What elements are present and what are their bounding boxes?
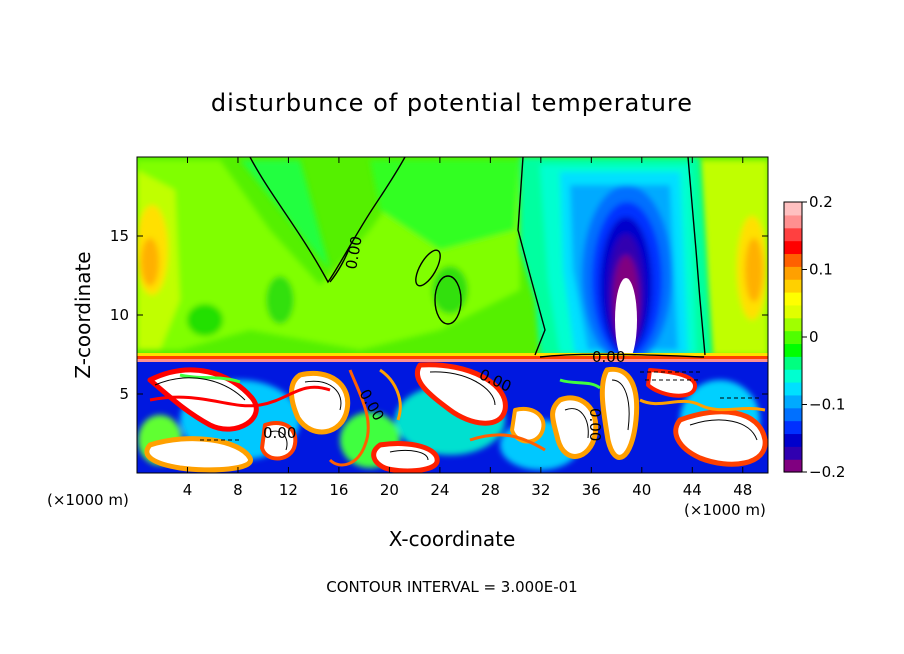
chart-title: disturbunce of potential temperature [211, 89, 693, 117]
contour-label-3: 0.00 [263, 424, 296, 442]
colorbar-swatch [784, 330, 802, 345]
x-tick-label: 28 [481, 481, 500, 499]
x-tick-label: 40 [632, 481, 651, 499]
colorbar-tick-label: 0.1 [809, 261, 833, 279]
colorbar-swatch [784, 304, 802, 319]
x-axis: 4 8 12 16 20 24 28 32 36 40 44 48 [183, 157, 752, 499]
colorbar-swatch [784, 343, 802, 357]
colorbar-swatch [784, 394, 802, 409]
y-tick-label: 10 [110, 306, 129, 324]
colorbar-swatch [784, 214, 802, 229]
colorbar-swatch [784, 356, 802, 370]
colorbar-swatch [784, 382, 802, 396]
upper-field [137, 157, 768, 365]
x-tick-label: 8 [233, 481, 243, 499]
x-units-right: (×1000 m) [684, 501, 766, 519]
colorbar-tick-label: −0.1 [809, 396, 845, 414]
colorbar-swatch [784, 253, 802, 267]
plot-area: 0.00 0.00 0.00 0.00 0.00 0.00 [137, 157, 768, 473]
x-tick-label: 24 [430, 481, 449, 499]
colorbar-tick-label: −0.2 [809, 463, 845, 481]
colorbar-swatch [784, 446, 802, 460]
contour-label-6: 0.00 [586, 408, 604, 441]
colorbar-tick-label: 0.2 [809, 193, 833, 211]
colorbar-tick-label: 0 [809, 328, 819, 346]
x-tick-label: 44 [683, 481, 702, 499]
y-tick-label: 5 [119, 385, 129, 403]
colorbar-swatch [784, 202, 802, 216]
x-axis-label: X-coordinate [389, 527, 516, 551]
zero-contours [249, 157, 706, 358]
x-units-left: (×1000 m) [47, 491, 129, 509]
y-axis: 5 10 15 [110, 227, 768, 403]
interface-band [137, 353, 768, 362]
colorbar-swatch [784, 459, 802, 473]
contour-label-1: 0.00 [342, 235, 366, 271]
colorbar-swatch [784, 292, 802, 306]
colorbar-swatch [784, 433, 802, 447]
colorbar-swatch [784, 279, 802, 293]
x-tick-label: 48 [733, 481, 752, 499]
x-tick-label: 12 [279, 481, 298, 499]
colorbar-swatch [784, 266, 802, 280]
y-axis-label: Z-coordinate [71, 251, 95, 378]
y-tick-label: 15 [110, 227, 129, 245]
colorbar-swatch [784, 317, 802, 332]
colorbar-swatch [784, 407, 802, 422]
colorbar-swatch [784, 227, 802, 242]
x-tick-label: 36 [582, 481, 601, 499]
colorbar-swatch [784, 240, 802, 255]
x-tick-label: 4 [183, 481, 193, 499]
x-tick-label: 16 [329, 481, 348, 499]
colorbar: 0.2 0.1 0 −0.1 −0.2 [783, 193, 845, 481]
colorbar-swatch [784, 420, 802, 435]
contour-label-5: 0.00 [592, 348, 625, 366]
colorbar-swatch [784, 369, 802, 383]
lower-field [137, 360, 768, 473]
x-tick-label: 20 [380, 481, 399, 499]
x-tick-label: 32 [531, 481, 550, 499]
contour-interval-note: CONTOUR INTERVAL = 3.000E-01 [326, 578, 577, 596]
